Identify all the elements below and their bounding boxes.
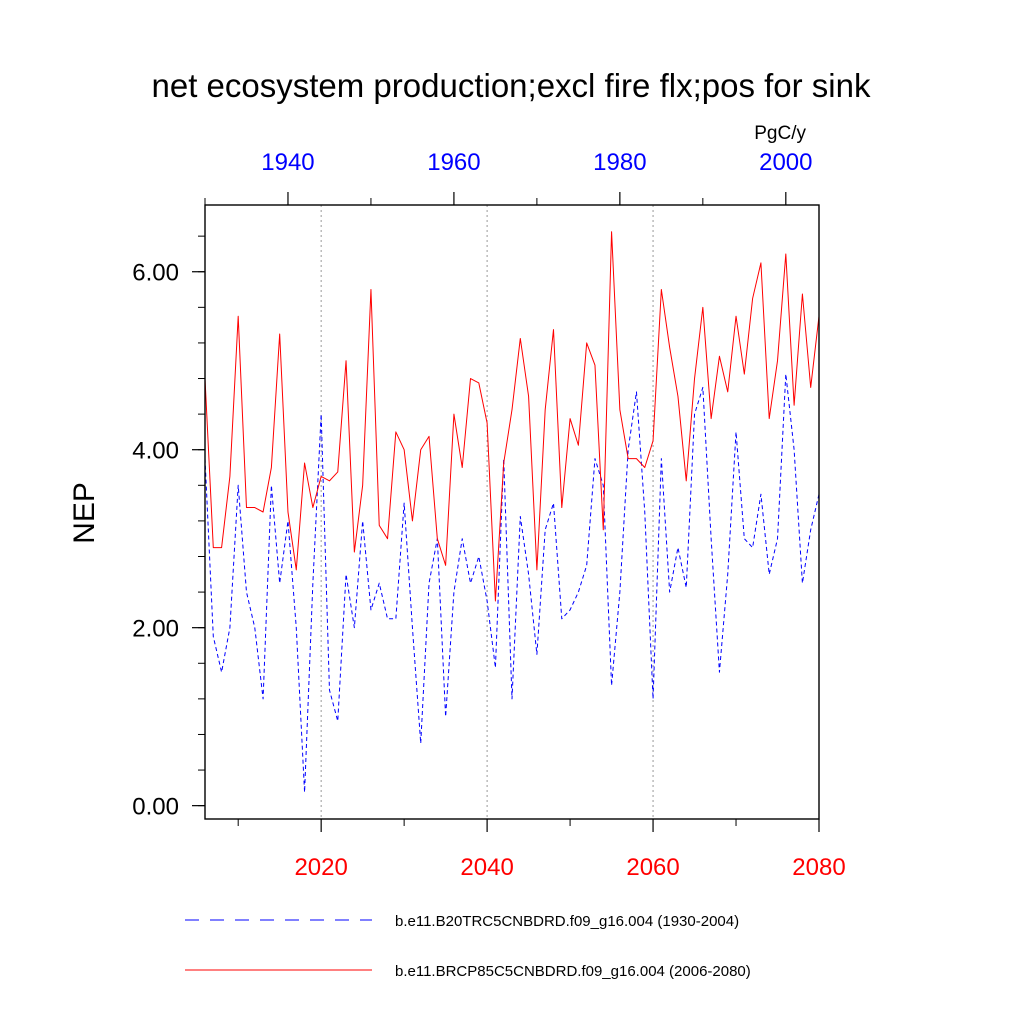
grid-layer	[320, 205, 654, 819]
x-bottom-tick-label: 2080	[792, 854, 845, 881]
series-layer	[204, 231, 820, 793]
y-tick-label: 2.00	[132, 616, 179, 643]
x-top-tick-label: 1960	[427, 149, 480, 176]
y-tick-label: 0.00	[132, 794, 179, 821]
x-bottom-tick-label: 2060	[626, 854, 679, 881]
legend-label-rcp85: b.e11.BRCP85C5CNBDRD.f09_g16.004 (2006-2…	[395, 963, 751, 980]
x-top-tick-label: 1980	[593, 149, 646, 176]
x-top-tick-label: 1940	[261, 149, 314, 176]
x-bottom-tick-label: 2020	[294, 854, 347, 881]
y-tick-label: 6.00	[132, 260, 179, 287]
legend-label-historical: b.e11.B20TRC5CNBDRD.f09_g16.004 (1930-20…	[395, 913, 739, 930]
y-axis-label: NEP	[68, 482, 101, 544]
x-bottom-tick-label: 2040	[460, 854, 513, 881]
legend: b.e11.B20TRC5CNBDRD.f09_g16.004 (1930-20…	[185, 913, 751, 980]
chart-title: net ecosystem production;excl fire flx;p…	[152, 67, 871, 104]
x-top-tick-label: 2000	[759, 149, 812, 176]
series-line-historical	[204, 373, 820, 793]
series-line-rcp85	[204, 231, 820, 602]
plot-frame	[204, 204, 820, 820]
y-tick-label: 4.00	[132, 438, 179, 465]
axis-layer: 0.00 2.00 4.00 6.00 2020 2040 2060 2080 1940 1960…	[132, 149, 845, 881]
units-label: PgC/y	[754, 123, 806, 144]
